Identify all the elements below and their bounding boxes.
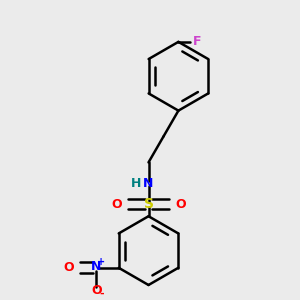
Text: H: H [131,177,141,190]
Text: O: O [64,261,74,274]
Text: N: N [143,177,154,190]
Text: O: O [91,284,102,297]
Text: -: - [99,289,104,299]
Text: +: + [97,257,105,267]
Text: O: O [176,198,186,211]
Text: O: O [111,198,122,211]
Text: N: N [91,260,101,273]
Text: S: S [143,197,154,211]
Text: F: F [194,35,202,48]
